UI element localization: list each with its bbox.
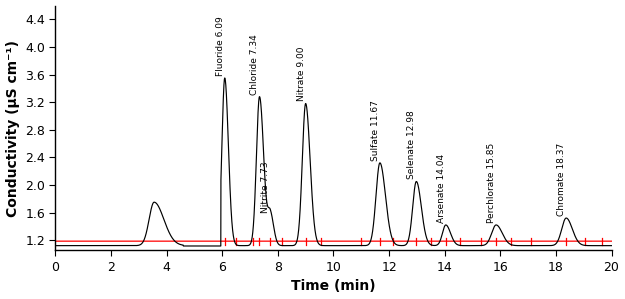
Text: Arsenate 14.04: Arsenate 14.04 [437, 154, 446, 223]
Y-axis label: Conductivity (μS cm⁻¹): Conductivity (μS cm⁻¹) [6, 39, 19, 216]
Text: Selenate 12.98: Selenate 12.98 [408, 111, 416, 179]
Text: Nitrate 9.00: Nitrate 9.00 [297, 47, 306, 101]
Text: Sulfate 11.67: Sulfate 11.67 [371, 100, 380, 161]
Text: Perchlorate 15.85: Perchlorate 15.85 [487, 143, 496, 223]
Text: Chloride 7.34: Chloride 7.34 [251, 34, 259, 94]
Text: Chromate 18.37: Chromate 18.37 [557, 143, 566, 216]
Text: Fluoride 6.09: Fluoride 6.09 [216, 16, 225, 76]
Text: Nitrite 7.73: Nitrite 7.73 [261, 161, 271, 213]
X-axis label: Time (min): Time (min) [291, 280, 376, 293]
